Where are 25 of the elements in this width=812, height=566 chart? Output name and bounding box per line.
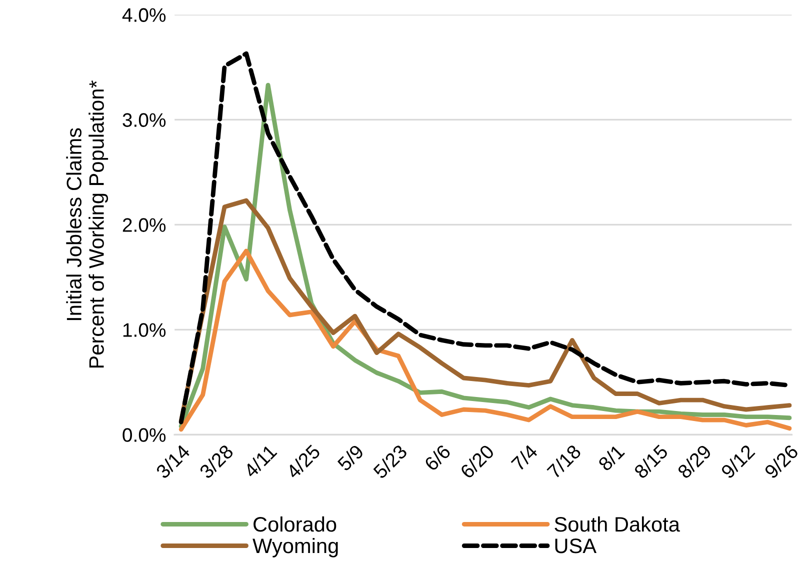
x-tick-label: 3/28 — [198, 444, 234, 480]
y-tick-label: 2.0% — [122, 218, 166, 232]
x-tick-label: 3/14 — [154, 443, 191, 480]
x-tick-label: 6/20 — [459, 444, 495, 480]
legend-label: Wyoming — [252, 538, 338, 558]
x-tick-label: 4/11 — [242, 444, 278, 479]
x-tick-label: 8/1 — [597, 444, 626, 472]
y-tick-label: 3.0% — [122, 113, 166, 127]
x-tick-label: 5/23 — [372, 444, 408, 480]
x-tick-label: 7/4 — [510, 443, 538, 472]
legend-label: South Dakota — [554, 516, 680, 532]
x-tick-label: 9/26 — [763, 444, 800, 480]
y-tick-label: 0.0% — [122, 428, 166, 442]
x-tick-label: 7/18 — [546, 444, 582, 480]
x-tick-label: 5/9 — [336, 444, 364, 472]
legend-label: Colorado — [254, 516, 336, 532]
x-tick-label: 8/29 — [676, 444, 712, 480]
y-tick-label: 4.0% — [122, 8, 166, 22]
y-axis-title: Initial Jobless Claims Percent of Working Population* — [66, 80, 108, 368]
line-series — [178, 248, 792, 432]
x-tick-label: 9/12 — [720, 444, 756, 480]
legend-label: USA — [555, 538, 597, 554]
y-tick-label: 1.0% — [123, 323, 166, 337]
x-tick-label: 6/6 — [423, 444, 452, 472]
x-tick-label: 4/25 — [285, 444, 321, 480]
